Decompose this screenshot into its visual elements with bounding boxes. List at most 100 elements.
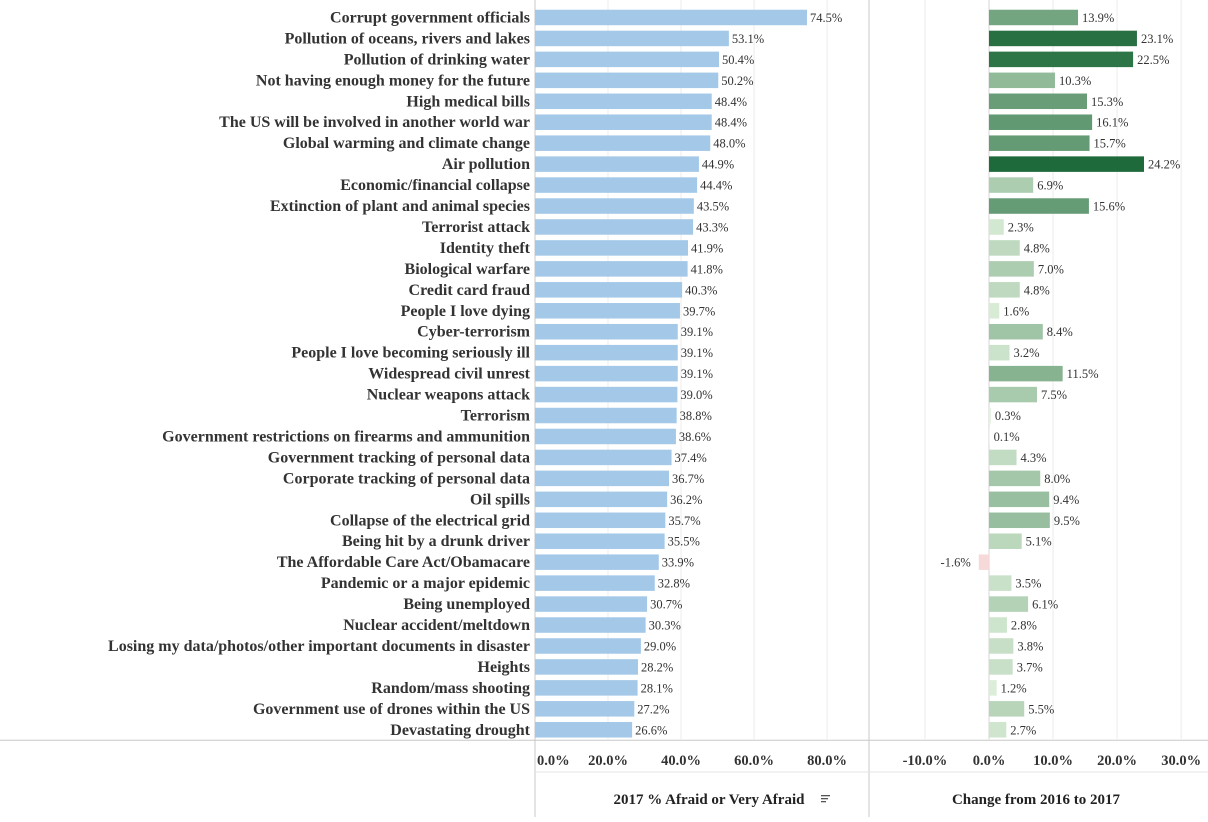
afraid-bar xyxy=(535,575,655,591)
change-bar xyxy=(989,449,1017,466)
change-bar xyxy=(989,680,997,696)
afraid-bar xyxy=(535,491,668,508)
category-label: Collapse of the electrical grid xyxy=(330,512,530,529)
category-label: Not having enough money for the future xyxy=(256,72,530,89)
category-label: People I love dying xyxy=(401,303,530,320)
change-value-label: 11.5% xyxy=(1067,367,1099,381)
afraid-tick-label: 0.0% xyxy=(537,753,570,769)
category-label: Terrorist attack xyxy=(422,219,530,236)
afraid-bar xyxy=(535,261,688,277)
change-value-label: 2.7% xyxy=(1010,723,1036,737)
change-value-label: 23.1% xyxy=(1141,32,1173,46)
category-label: Economic/financial collapse xyxy=(340,177,530,194)
afraid-value-label: 39.1% xyxy=(681,346,713,360)
change-value-label: 8.0% xyxy=(1044,472,1070,486)
category-label: Nuclear accident/meltdown xyxy=(343,617,530,634)
afraid-bar xyxy=(535,344,678,361)
category-label: Government use of drones within the US xyxy=(253,701,530,718)
afraid-bar xyxy=(535,386,678,403)
change-value-label: 3.7% xyxy=(1017,660,1043,674)
change-value-label: 3.8% xyxy=(1017,639,1043,653)
change-value-label: 13.9% xyxy=(1082,11,1114,25)
change-value-label: 2.8% xyxy=(1011,619,1037,633)
afraid-value-label: 48.4% xyxy=(715,95,747,109)
category-label: Widespread civil unrest xyxy=(368,366,530,383)
change-bar xyxy=(989,156,1144,172)
category-label: Corrupt government officials xyxy=(330,9,530,26)
change-bar xyxy=(989,323,1043,340)
change-bar xyxy=(989,282,1020,298)
afraid-value-label: 36.2% xyxy=(670,493,702,507)
afraid-value-label: 28.2% xyxy=(641,660,673,674)
category-labels: Corrupt government officials Pollution of… xyxy=(108,9,531,738)
category-label: People I love becoming seriously ill xyxy=(291,345,530,362)
afraid-bar xyxy=(535,114,712,130)
afraid-value-label: 37.4% xyxy=(675,451,707,465)
afraid-value-label: 30.3% xyxy=(649,619,681,633)
afraid-value-label: 28.1% xyxy=(641,681,673,695)
change-value-label: 15.3% xyxy=(1091,95,1123,109)
afraid-bar xyxy=(535,533,665,549)
afraid-bar xyxy=(535,617,646,633)
change-value-label: 0.3% xyxy=(995,409,1021,423)
afraid-tick-label: 80.0% xyxy=(807,753,847,769)
change-value-label: 4.3% xyxy=(1021,451,1047,465)
category-label: Pollution of drinking water xyxy=(344,51,530,68)
category-label: Terrorism xyxy=(461,408,531,425)
change-bar xyxy=(989,470,1041,487)
sort-icon-stroke xyxy=(821,801,826,803)
afraid-value-label: 39.1% xyxy=(681,325,713,339)
change-tick-label: 20.0% xyxy=(1097,753,1137,769)
sort-icon-stroke xyxy=(821,798,828,800)
change-bar xyxy=(989,701,1025,717)
change-value-label: 15.7% xyxy=(1094,137,1126,151)
category-label: Biological warfare xyxy=(405,261,530,278)
category-label: Heights xyxy=(478,659,530,676)
category-label: Global warming and climate change xyxy=(283,135,530,152)
category-label: Cyber-terrorism xyxy=(417,324,531,341)
change-bar xyxy=(989,533,1022,549)
afraid-bar xyxy=(535,428,676,445)
afraid-value-label: 41.8% xyxy=(691,262,723,276)
change-bar xyxy=(989,114,1093,130)
category-label: Corporate tracking of personal data xyxy=(283,470,530,487)
change-bar xyxy=(989,135,1090,151)
change-bar xyxy=(989,575,1012,591)
sort-icon-stroke xyxy=(821,795,830,797)
change-bar xyxy=(989,596,1029,612)
afraid-bar xyxy=(535,177,698,193)
afraid-bar xyxy=(535,596,648,612)
afraid-value-label: 39.7% xyxy=(683,304,715,318)
change-bar xyxy=(989,30,1137,47)
change-value-label: 1.6% xyxy=(1003,304,1029,318)
afraid-tick-label: 40.0% xyxy=(661,753,701,769)
change-value-label: 9.4% xyxy=(1053,493,1079,507)
afraid-bars: 74.5% 53.1% 50.4% 50.2% 48.4% 48.4% 48.0% 44.9%… xyxy=(535,9,842,738)
afraid-value-label: 27.2% xyxy=(637,702,669,716)
change-value-label: 15.6% xyxy=(1093,200,1125,214)
change-value-label: 7.5% xyxy=(1041,388,1067,402)
change-bar xyxy=(989,177,1034,193)
sort-descending-icon[interactable] xyxy=(821,795,830,803)
afraid-value-label: 39.1% xyxy=(681,367,713,381)
change-bar xyxy=(989,722,1007,738)
afraid-bar xyxy=(535,638,641,654)
change-value-label: 10.3% xyxy=(1059,74,1091,88)
afraid-value-label: 29.0% xyxy=(644,639,676,653)
change-bar xyxy=(989,638,1014,654)
afraid-value-label: 43.3% xyxy=(696,220,728,234)
change-bar xyxy=(989,198,1089,214)
change-value-label: 4.8% xyxy=(1024,241,1050,255)
change-bars: 13.9% 23.1% 22.5% 10.3%15.3% 16.1% 15.7% 24.2%… xyxy=(941,9,1180,738)
category-label: Government restrictions on firearms and … xyxy=(162,428,530,445)
category-label: Being hit by a drunk driver xyxy=(342,533,530,550)
afraid-value-label: 26.6% xyxy=(635,723,667,737)
category-label: Extinction of plant and animal species xyxy=(270,198,530,215)
afraid-bar xyxy=(535,554,659,570)
afraid-tick-label: 60.0% xyxy=(734,753,774,769)
afraid-value-label: 74.5% xyxy=(810,11,842,25)
change-bar xyxy=(989,93,1087,110)
afraid-bar xyxy=(535,198,694,214)
